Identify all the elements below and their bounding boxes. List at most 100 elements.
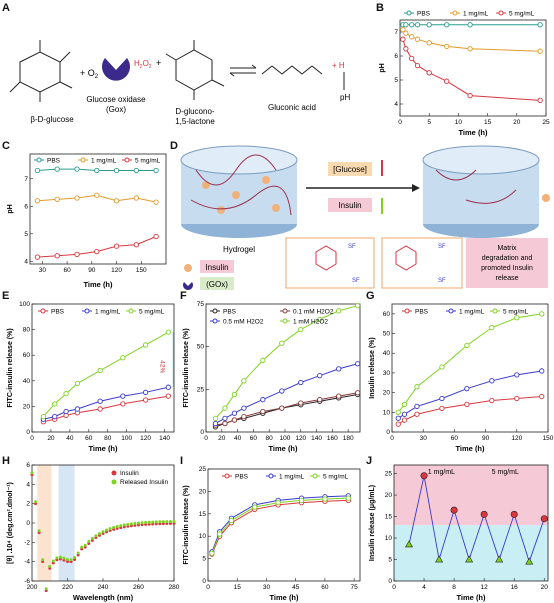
oxygen-label: + O2	[80, 68, 99, 80]
legend-label: 0.5 mM H2O2	[223, 319, 264, 326]
legend-marker	[84, 308, 90, 314]
x-tick-label: 12	[481, 584, 489, 591]
gluconic-acid-label: Gluconic acid	[268, 103, 316, 112]
x-tick-label: 15	[234, 584, 242, 591]
band-low-label: 1 mg/mL	[428, 469, 455, 476]
x-tick-label: 0	[204, 435, 208, 442]
x-tick-label: 160	[327, 435, 338, 442]
data-point	[414, 403, 420, 410]
x-tick-label: 140	[159, 435, 170, 442]
data-point	[73, 556, 77, 560]
legend-label: 1 mg/mL	[91, 158, 117, 165]
data-point	[317, 316, 323, 323]
data-point	[30, 471, 34, 475]
y-tick-label: 0	[26, 520, 30, 527]
data-point	[539, 368, 545, 374]
data-point	[55, 556, 59, 560]
data-point	[41, 558, 45, 562]
data-point	[74, 166, 80, 172]
data-point	[401, 401, 408, 408]
data-point	[395, 415, 401, 421]
data-point	[395, 421, 401, 427]
data-point	[336, 393, 342, 399]
legend-label: PBS	[51, 309, 65, 316]
x-tick-label: 180	[343, 435, 354, 442]
panel-label-i: I	[180, 455, 184, 467]
high-glucose-point	[510, 510, 518, 518]
data-point	[48, 564, 52, 568]
data-point	[539, 393, 545, 400]
low-glucose-point	[435, 555, 444, 563]
panel-label-j: J	[366, 455, 373, 467]
chart-c-ph-long-term: 30 60 90 120 150 4 5 6 7 Time (h) pH PBS 1 mg/mL 5 mg…	[7, 153, 167, 289]
legend-label: 5 mg/mL	[139, 309, 165, 316]
ph-label: pH	[340, 93, 350, 102]
data-point	[120, 393, 126, 399]
chart-g-insulin-release: 0 30 60 90 120 150 0 10 20 30 40 50 60 Time (h) Insuli…	[369, 303, 554, 453]
x-tick-label: 25	[542, 119, 550, 126]
data-point	[74, 380, 81, 387]
data-point	[439, 405, 445, 412]
data-point	[113, 167, 120, 174]
data-point	[34, 254, 41, 260]
y-tick-label: -6	[24, 578, 30, 585]
data-point	[112, 525, 116, 529]
panel-label-a: A	[2, 2, 10, 14]
x-tick-label: 10	[455, 119, 463, 126]
y-tick-label: 10	[199, 533, 207, 540]
data-point	[414, 384, 420, 390]
x-tick-label: 150	[136, 267, 147, 274]
data-point	[439, 395, 445, 402]
y-tick-label: 5	[24, 231, 28, 238]
data-point	[154, 520, 158, 524]
data-point	[403, 22, 409, 28]
legend-marker	[212, 318, 218, 324]
legend-marker	[492, 308, 498, 314]
high-glucose-point	[480, 510, 488, 518]
data-point	[467, 92, 473, 99]
insulin-legend-label: Insulin	[205, 263, 228, 272]
insulin-box-label: Insulin	[338, 201, 361, 210]
series-line	[215, 305, 358, 419]
y-tick-label: 25	[197, 386, 205, 393]
legend-marker	[124, 157, 130, 163]
data-point	[54, 166, 60, 172]
high-glucose-point	[450, 506, 458, 514]
series-line	[211, 497, 349, 554]
legend-marker	[224, 473, 230, 479]
x-axis-label: Time (h)	[458, 128, 488, 137]
x-tick-label: 4	[422, 584, 426, 591]
y-tick-label: 10	[383, 409, 391, 416]
data-point	[231, 410, 238, 416]
y-tick-label: 60	[23, 352, 31, 359]
data-point	[426, 40, 432, 46]
data-point	[489, 397, 495, 404]
x-tick-label: 0	[398, 119, 402, 126]
sf-label-1: SF	[348, 244, 356, 250]
data-point	[76, 551, 80, 555]
glucose-structure	[9, 40, 73, 102]
y-tick-label: 75	[197, 301, 205, 308]
data-point	[165, 393, 171, 399]
plot-frame	[31, 303, 175, 433]
proton-label: + H	[332, 61, 345, 70]
data-point	[401, 411, 408, 417]
low-glucose-point	[405, 540, 414, 548]
data-point	[142, 342, 149, 348]
enzyme-abbr-label: (Gox)	[106, 105, 126, 114]
data-point	[44, 587, 48, 591]
matrix-line-3: promoted Insulin	[481, 265, 533, 272]
series-line	[408, 475, 545, 564]
data-point	[129, 522, 133, 526]
data-point	[54, 253, 60, 259]
data-point	[74, 251, 80, 258]
x-tick-label: 75	[351, 584, 359, 591]
x-axis-label: Time (h)	[455, 444, 485, 453]
data-point	[444, 78, 450, 84]
data-point	[444, 43, 450, 50]
h2o2-label: H2O2	[134, 59, 152, 70]
y-tick-label: 0	[200, 429, 204, 436]
data-point	[217, 531, 223, 537]
legend-label: PBS	[223, 309, 237, 316]
y-axis-label: FITC-insulin release (%)	[7, 328, 14, 407]
